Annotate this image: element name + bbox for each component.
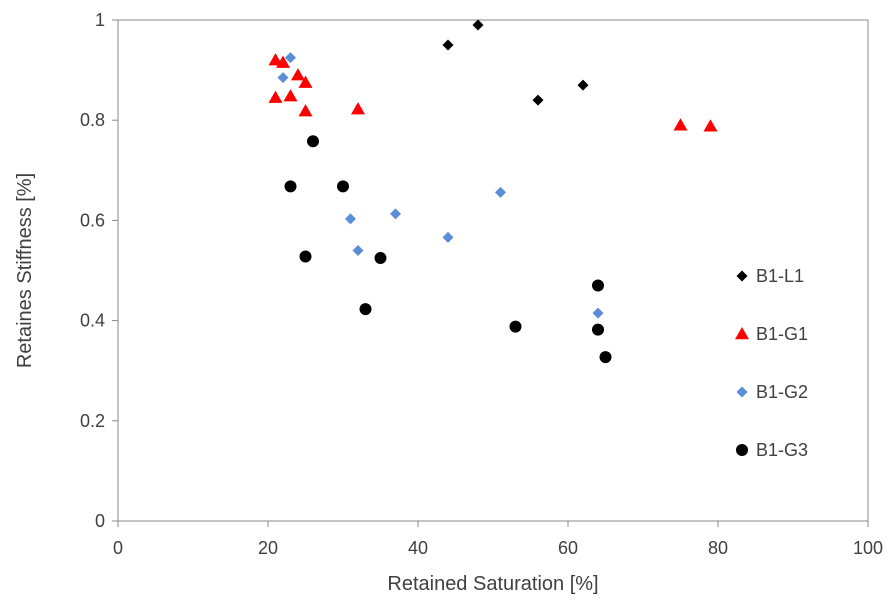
series-b1-l1 (442, 19, 589, 106)
data-point-b1-l1 (577, 79, 589, 91)
data-point-b1-g1 (268, 90, 283, 103)
legend-label-b1-l1: B1-L1 (756, 266, 804, 286)
x-tick-label: 0 (113, 538, 123, 558)
y-tick-label: 0 (95, 511, 105, 531)
legend-marker-b1-g3 (736, 444, 748, 456)
data-point-b1-g1 (291, 68, 305, 81)
x-tick-label: 20 (258, 538, 278, 558)
data-point-b1-l1 (532, 94, 544, 106)
data-point-b1-g1 (268, 53, 283, 66)
x-tick-label: 40 (408, 538, 428, 558)
legend-label-b1-g1: B1-G1 (756, 324, 808, 344)
data-point-b1-g2 (390, 208, 401, 220)
data-point-b1-g3 (299, 250, 312, 263)
legend-label-b1-g3: B1-G3 (756, 440, 808, 460)
data-point-b1-g1 (298, 75, 313, 88)
data-point-b1-g3 (374, 251, 387, 264)
data-point-b1-g3 (509, 320, 522, 333)
legend-label-b1-g2: B1-G2 (756, 382, 808, 402)
series-b1-g3 (284, 135, 612, 364)
data-point-b1-l1 (442, 39, 454, 51)
data-point-b1-g3 (284, 180, 297, 193)
data-point-b1-g3 (592, 323, 604, 336)
data-point-b1-g2 (495, 186, 506, 198)
legend-marker-b1-g2 (736, 386, 748, 398)
y-tick-label: 0.8 (80, 110, 105, 130)
legend-marker-b1-g1 (735, 327, 749, 340)
y-axis-title: Retaines Stiffness [%] (14, 173, 36, 368)
data-point-b1-g3 (599, 351, 612, 364)
data-point-b1-g1 (673, 118, 688, 131)
data-point-b1-g1 (351, 102, 365, 115)
data-point-b1-g3 (337, 180, 349, 193)
data-point-b1-g3 (359, 303, 372, 316)
data-point-b1-g1 (276, 55, 290, 68)
data-point-b1-l1 (472, 19, 484, 31)
y-tick-label: 0.6 (80, 210, 105, 230)
data-point-b1-g1 (703, 119, 718, 132)
data-point-b1-g2 (592, 307, 604, 319)
x-axis-title: Retained Saturation [%] (387, 573, 598, 595)
data-point-b1-g2 (285, 52, 296, 64)
data-point-b1-g1 (298, 104, 313, 117)
data-point-b1-g2 (345, 213, 356, 225)
y-tick-label: 0.4 (80, 311, 105, 331)
data-point-b1-g3 (307, 135, 319, 148)
data-point-b1-g3 (592, 279, 604, 292)
x-tick-label: 80 (708, 538, 728, 558)
y-tick-label: 0.2 (80, 411, 105, 431)
x-tick-label: 60 (558, 538, 578, 558)
legend-marker-b1-l1 (736, 270, 748, 282)
series-b1-g2 (277, 52, 604, 319)
data-point-b1-g1 (283, 89, 298, 102)
data-point-b1-g2 (442, 231, 454, 243)
plot-area-frame (117, 19, 869, 522)
series-b1-g1 (268, 53, 718, 132)
x-tick-label: 100 (853, 538, 883, 558)
data-point-b1-g2 (352, 244, 364, 256)
y-tick-label: 1 (95, 10, 105, 30)
data-point-b1-g2 (277, 72, 289, 84)
